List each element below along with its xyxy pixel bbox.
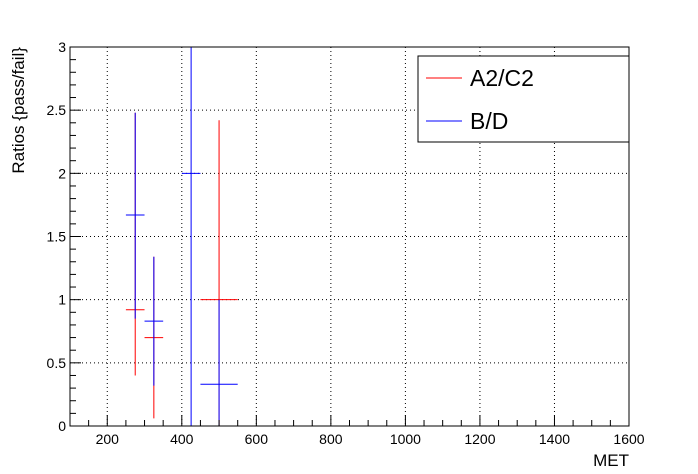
x-tick-label: 200 [96,431,120,447]
y-tick-label: 3 [58,39,66,55]
y-tick-label: 0.5 [47,355,67,371]
legend: A2/C2 B/D [417,55,630,143]
x-tick-label: 800 [319,431,343,447]
x-tick-label: 1000 [390,431,421,447]
x-axis-title: MET [593,451,629,470]
y-tick-label: 2.5 [47,102,67,118]
x-tick-label: 400 [170,431,194,447]
legend-label-a2c2: A2/C2 [470,65,534,91]
axes: 200 400 600 800 1000 1200 1400 1600 0 0.5 1 1.5 2 2.5… [47,39,645,447]
data-series [125,47,238,426]
legend-box [417,55,630,143]
y-tick-label: 1 [58,292,66,308]
y-tick-label: 0 [58,418,66,434]
series-1 [125,47,238,426]
x-tick-label: 1400 [539,431,570,447]
x-tick-label: 1200 [464,431,495,447]
x-tick-label: 600 [245,431,269,447]
y-tick-label: 1.5 [47,229,67,245]
y-tick-label: 2 [58,165,66,181]
x-tick-label: 1600 [613,431,644,447]
legend-label-bd: B/D [470,108,508,134]
y-axis-title: Ratios {pass/fail} [9,47,28,174]
